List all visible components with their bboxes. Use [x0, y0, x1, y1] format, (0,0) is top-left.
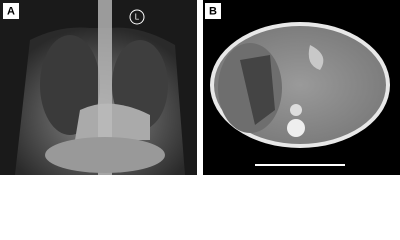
- cavity: [240, 55, 275, 125]
- panel-label: B: [209, 5, 217, 17]
- panel-a: A L: [0, 0, 197, 175]
- aorta: [290, 104, 302, 116]
- page: A L B (() => { const data = JSON.parse(d…: [0, 0, 400, 175]
- side-marker: L: [135, 13, 140, 22]
- marker-circle: [129, 9, 145, 25]
- spine: [98, 0, 112, 175]
- abdomen: [45, 137, 165, 173]
- panel-b: B: [203, 0, 400, 175]
- panel-label-box: [3, 3, 19, 19]
- figure: A L B: [0, 0, 400, 175]
- vertebra: [287, 119, 305, 137]
- heart-shadow: [75, 103, 150, 140]
- vessels: [308, 45, 324, 70]
- panel-label: A: [7, 5, 15, 17]
- panel-label-box: [205, 3, 221, 19]
